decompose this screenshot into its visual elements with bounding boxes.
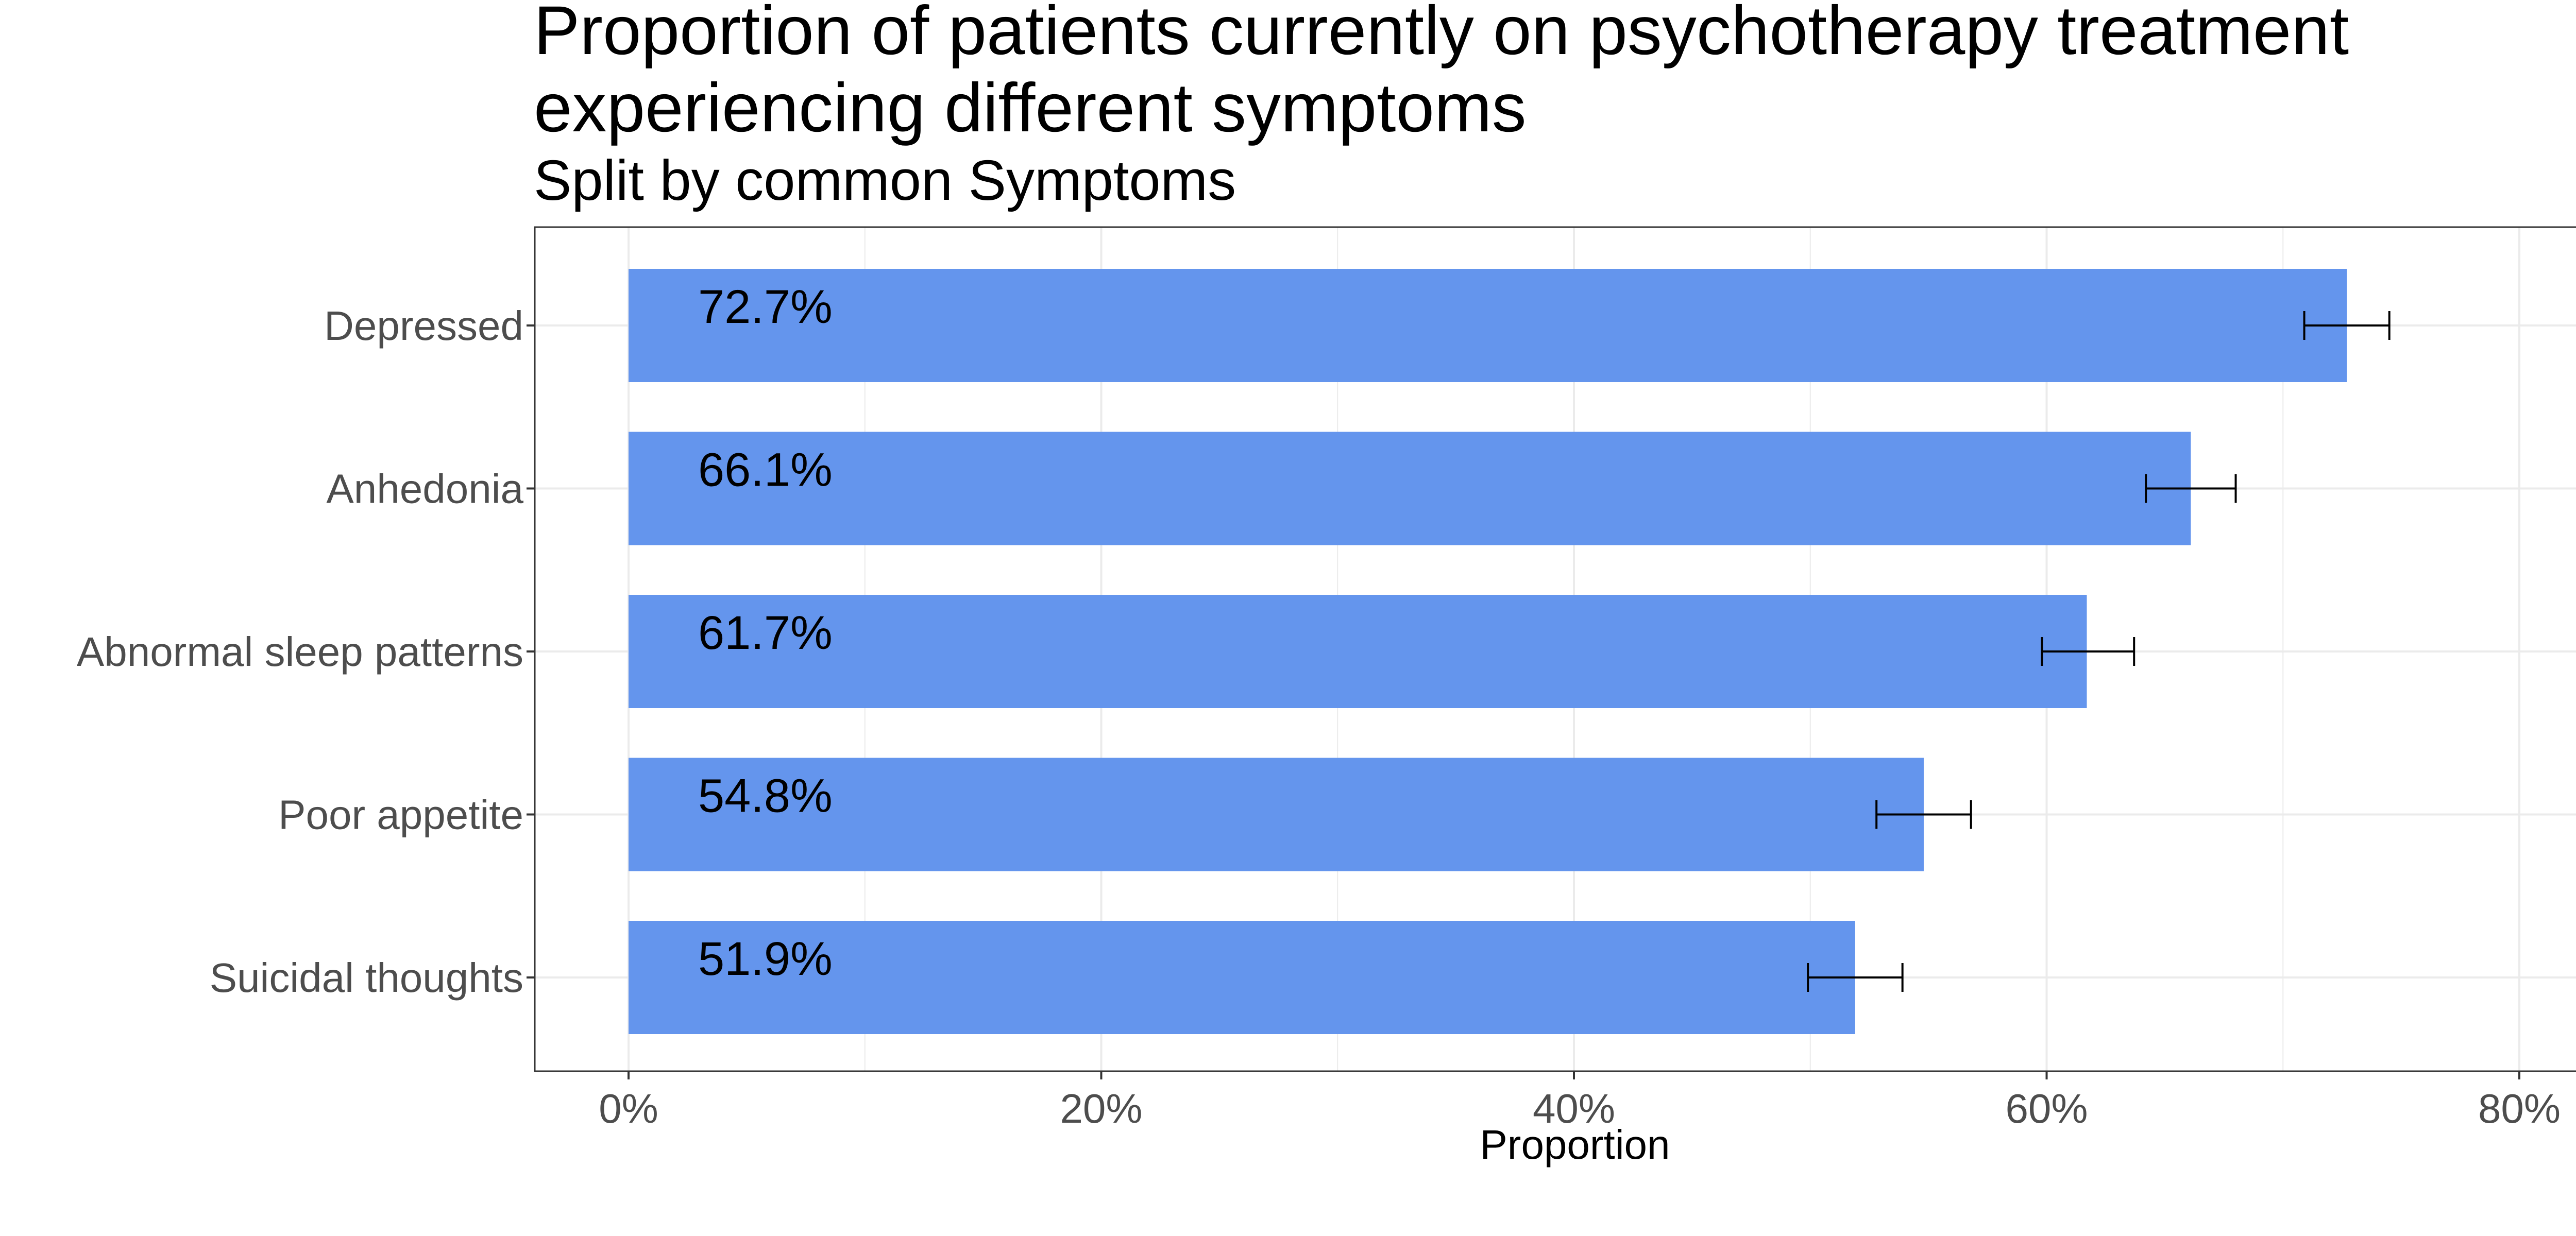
bar <box>629 595 2087 708</box>
x-tick-label: 20% <box>1060 1086 1142 1131</box>
bar <box>629 758 1924 871</box>
y-tick-label: Suicidal thoughts <box>210 955 523 1001</box>
y-tick-label: Abnormal sleep patterns <box>77 629 523 675</box>
x-tick-label: 60% <box>2005 1086 2088 1131</box>
x-tick-label: 0% <box>599 1086 658 1131</box>
data-labels: 72.7% 66.1% 61.7% 54.8% 51.9% <box>698 281 833 985</box>
data-label: 54.8% <box>698 770 833 822</box>
x-tick-label: 40% <box>1533 1086 1615 1131</box>
data-label: 66.1% <box>698 444 833 496</box>
bars <box>629 269 2347 1034</box>
y-tick-label: Poor appetite <box>278 792 523 838</box>
y-axis: Depressed Anhedonia Abnormal sleep pattern… <box>77 303 535 1001</box>
bar <box>629 269 2347 382</box>
bar <box>629 432 2191 545</box>
bar <box>629 921 1855 1034</box>
chart-subtitle: Split by common Symptoms <box>534 149 1236 212</box>
plot-panel-border <box>534 226 2576 1072</box>
y-tick-label: Depressed <box>324 303 523 349</box>
chart-title-line-2: experiencing different symptoms <box>534 70 1527 146</box>
x-tick-label: 80% <box>2478 1086 2561 1131</box>
error-bars <box>1807 311 2391 992</box>
y-tick-label: Anhedonia <box>326 466 523 512</box>
data-label: 72.7% <box>698 281 833 333</box>
x-axis: 0% 20% 40% 60% 80% <box>599 1071 2561 1131</box>
data-label: 61.7% <box>698 607 833 659</box>
data-label: 51.9% <box>698 933 833 985</box>
x-axis-title: Proportion <box>1480 1122 1670 1168</box>
chart-title-line-1: Proportion of patients currently on psyc… <box>534 0 2349 69</box>
